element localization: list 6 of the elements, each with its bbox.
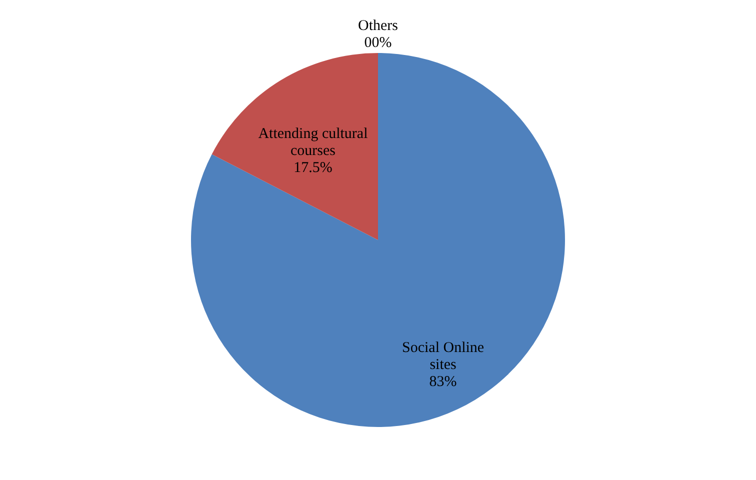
data-label: 83% — [429, 374, 457, 390]
data-label: 17.5% — [294, 160, 332, 176]
slice-label: Social Online sites — [402, 340, 484, 373]
text: 00% — [364, 35, 392, 51]
slice-label: Attending cultural courses — [258, 126, 368, 160]
category-label: Others — [358, 18, 398, 34]
